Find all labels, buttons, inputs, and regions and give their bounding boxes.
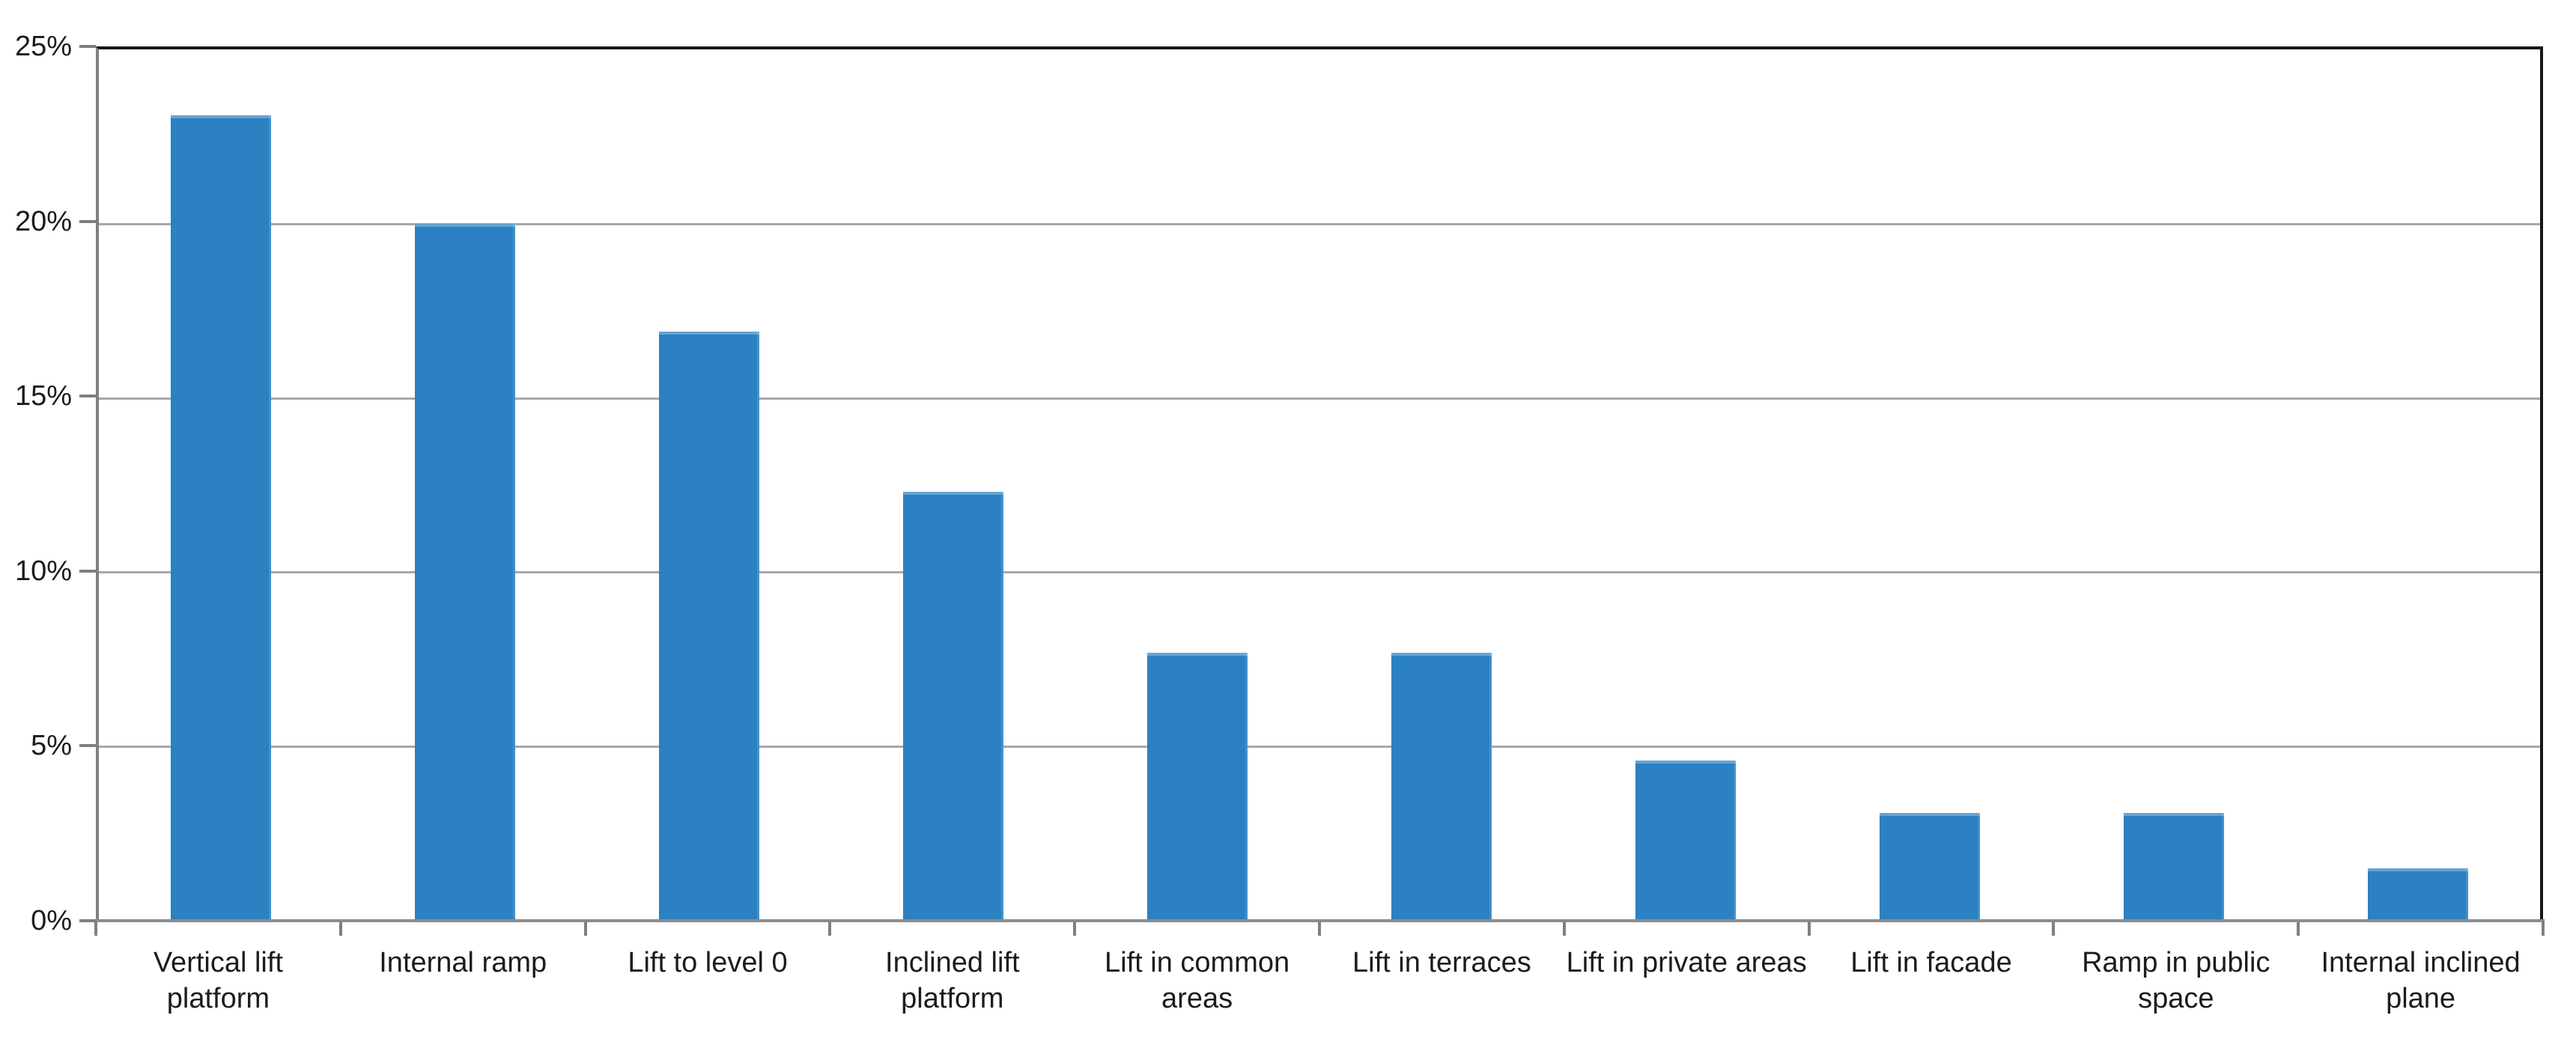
y-tick-mark xyxy=(79,569,96,573)
bar-9 xyxy=(2124,812,2224,921)
bar-7 xyxy=(1635,760,1736,921)
y-tick-label: 0% xyxy=(31,905,72,936)
x-tick-mark xyxy=(1318,919,1321,936)
y-tick-mark xyxy=(79,919,96,922)
y-tick-mark xyxy=(79,219,96,223)
x-tick-mark xyxy=(828,919,832,936)
x-axis-label: Inclined lift platform xyxy=(885,947,1020,1014)
x-tick-mark xyxy=(583,919,587,936)
x-tick-mark xyxy=(2542,919,2545,936)
x-axis-label: Internal inclined plane xyxy=(2321,947,2521,1014)
bar-slot xyxy=(1075,49,1319,921)
y-tick-mark xyxy=(79,394,96,398)
bar-slot xyxy=(1808,49,2052,921)
bar-slot xyxy=(2296,49,2540,921)
bar-3 xyxy=(659,332,759,921)
gridline xyxy=(99,571,2540,574)
x-tick-mark xyxy=(1073,919,1077,936)
x-tick-mark xyxy=(338,919,342,936)
bar-slot xyxy=(1564,49,1808,921)
y-tick-label: 25% xyxy=(14,31,72,62)
y-tick-label: 20% xyxy=(14,205,72,237)
bar-slot xyxy=(2052,49,2296,921)
bar-1 xyxy=(171,115,271,921)
x-axis-label: Vertical lift platform xyxy=(153,947,283,1014)
bar-slot xyxy=(1319,49,1564,921)
bar-8 xyxy=(1880,812,1980,921)
x-tick-mark xyxy=(94,919,97,936)
y-tick-label: 15% xyxy=(14,380,72,412)
x-axis-label: Internal ramp xyxy=(379,947,547,978)
gridline xyxy=(99,746,2540,749)
x-tick-mark xyxy=(2052,919,2056,936)
x-axis-line xyxy=(96,919,2543,922)
gridline xyxy=(99,397,2540,400)
bar-5 xyxy=(1147,652,1248,921)
x-tick-mark xyxy=(2297,919,2300,936)
x-axis-label: Lift to level 0 xyxy=(628,947,788,978)
bar-slot xyxy=(99,49,343,921)
bar-10 xyxy=(2368,868,2468,921)
x-tick-mark xyxy=(1562,919,1566,936)
bar-4 xyxy=(903,492,1003,921)
bars-row xyxy=(99,49,2540,921)
x-axis-labels: Vertical lift platform Internal ramp Lift … xyxy=(96,945,2543,1017)
y-tick-mark xyxy=(79,45,96,48)
bar-2 xyxy=(415,223,515,921)
y-tick-mark xyxy=(79,744,96,748)
bar-slot xyxy=(587,49,831,921)
x-axis-label: Lift in common areas xyxy=(1105,947,1290,1014)
gridline xyxy=(99,222,2540,225)
bar-slot xyxy=(831,49,1075,921)
bar-slot xyxy=(343,49,587,921)
x-axis-label: Lift in facade xyxy=(1850,947,2012,978)
plot-area xyxy=(96,46,2543,922)
y-tick-label: 5% xyxy=(31,730,72,762)
bar-6 xyxy=(1391,652,1492,921)
x-axis-label: Lift in terraces xyxy=(1352,947,1531,978)
x-axis-label: Lift in private areas xyxy=(1566,947,1807,978)
y-tick-label: 10% xyxy=(14,555,72,587)
x-axis-label: Ramp in public space xyxy=(2082,947,2270,1014)
x-tick-mark xyxy=(1807,919,1811,936)
